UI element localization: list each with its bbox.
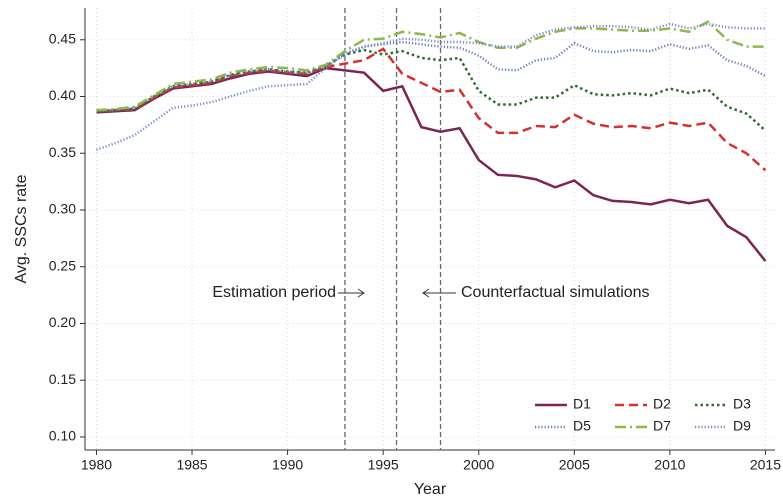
legend-label: D3 — [733, 396, 751, 412]
series-line — [96, 40, 767, 113]
x-tick-label: 2010 — [654, 457, 685, 473]
legend-label: D7 — [653, 418, 671, 434]
y-tick-label: 0.30 — [49, 201, 76, 217]
annotation-arrow — [422, 288, 456, 298]
y-tick-label: 0.35 — [49, 144, 76, 160]
legend-label: D9 — [733, 418, 751, 434]
series-line — [96, 47, 767, 172]
annotation: Estimation period — [212, 284, 336, 301]
x-tick-label: 1980 — [81, 457, 112, 473]
legend-label: D2 — [653, 396, 671, 412]
annotation: Counterfactual simulations — [461, 284, 650, 301]
y-tick-label: 0.10 — [49, 428, 76, 444]
x-tick-label: 1995 — [368, 457, 399, 473]
y-tick-label: 0.40 — [49, 87, 76, 103]
x-axis-label: Year — [414, 481, 447, 498]
y-tick-label: 0.20 — [49, 314, 76, 330]
legend-label: D5 — [573, 418, 591, 434]
series-line — [96, 48, 767, 132]
series-line — [96, 20, 766, 112]
y-axis-label: Avg. SSCs rate — [13, 174, 30, 283]
series-line — [96, 22, 766, 152]
series-line — [96, 66, 767, 262]
y-tick-label: 0.45 — [49, 30, 76, 46]
x-tick-label: 2000 — [463, 457, 494, 473]
y-tick-label: 0.25 — [49, 257, 76, 273]
x-tick-label: 1985 — [176, 457, 207, 473]
x-tick-label: 2015 — [750, 457, 781, 473]
x-tick-label: 2005 — [559, 457, 590, 473]
annotation-arrow — [338, 288, 365, 298]
y-tick-label: 0.15 — [49, 371, 76, 387]
legend-label: D1 — [573, 396, 591, 412]
x-tick-label: 1990 — [272, 457, 303, 473]
